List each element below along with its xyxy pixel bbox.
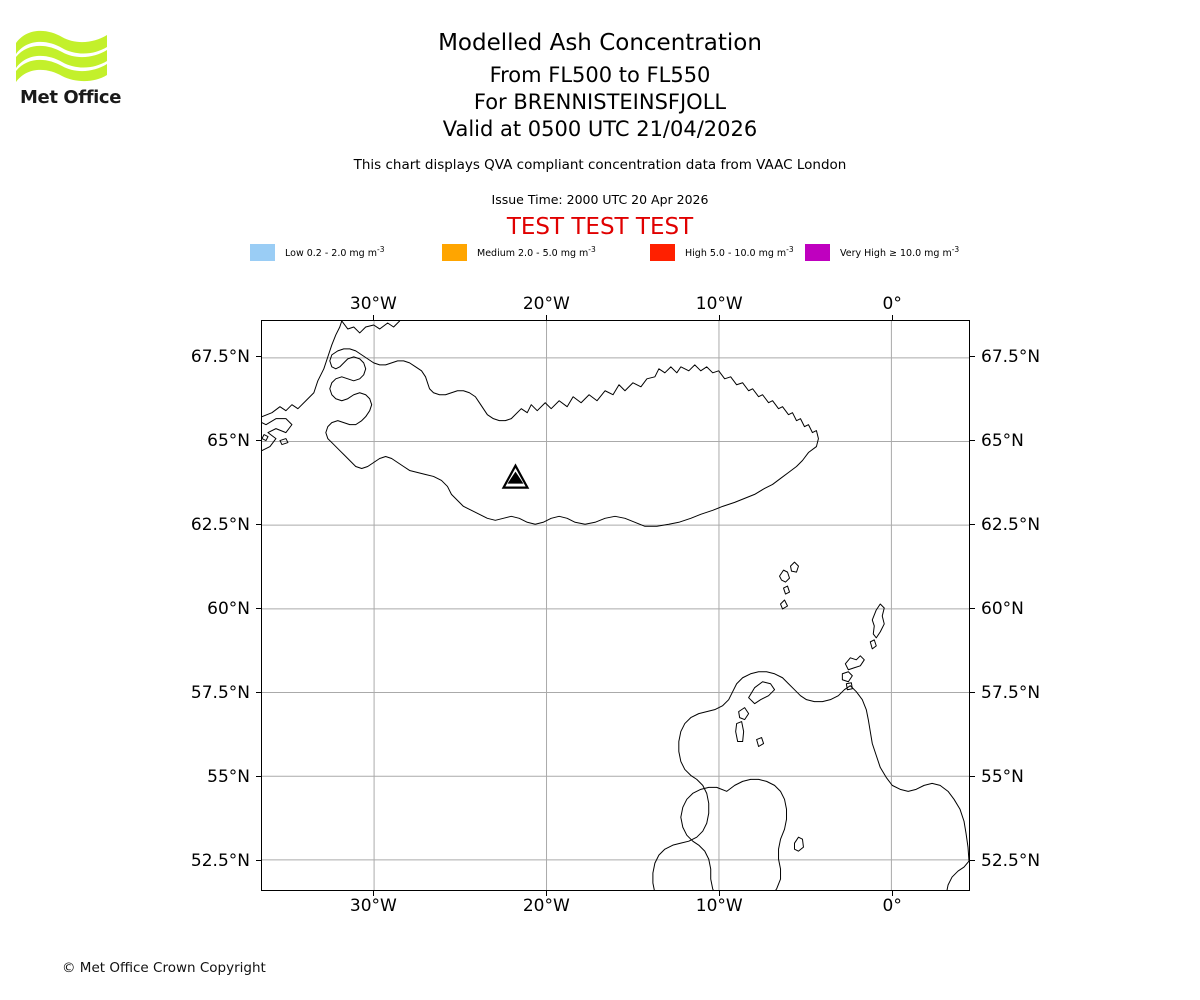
lat-tick-mark-left (256, 692, 261, 694)
concentration-legend: Low 0.2 - 2.0 mg m-3 Medium 2.0 - 5.0 mg … (250, 242, 990, 262)
lon-tick-label-top: 30°W (349, 294, 397, 314)
coastlines (262, 321, 969, 890)
lat-tick-label-left: 52.5°N (190, 850, 250, 871)
coastline-orkney-a (844, 655, 865, 671)
valid-time-subtitle: Valid at 0500 UTC 21/04/2026 (442, 117, 758, 141)
coastline-greenland-islands (262, 418, 293, 452)
lat-tick-mark-left (256, 440, 261, 442)
met-office-logo-text: Met Office (20, 87, 122, 108)
lat-tick-label-right: 57.5°N (981, 682, 1041, 703)
lon-tick-label-bottom: 30°W (349, 896, 397, 916)
map-gridlines (262, 321, 969, 890)
coastline-orkney-b (841, 671, 853, 683)
lon-tick-mark-top (891, 315, 893, 320)
volcano-name-subtitle: For BRENNISTEINSFJOLL (473, 90, 727, 114)
coastline-faroe-b (790, 561, 799, 573)
test-banner: TEST TEST TEST (506, 214, 694, 240)
map-plot-area (261, 320, 970, 891)
issue-time-label: Issue Time: 2000 UTC 20 Apr 2026 (491, 192, 709, 207)
lat-tick-mark-right (970, 356, 975, 358)
lat-tick-label-left: 67.5°N (190, 346, 250, 367)
lon-tick-label-top: 10°W (695, 294, 743, 314)
qva-compliance-note: This chart displays QVA compliant concen… (353, 157, 847, 173)
coastline-ireland (680, 778, 788, 890)
lat-tick-label-right: 67.5°N (981, 346, 1041, 367)
lat-tick-label-left: 57.5°N (190, 682, 250, 703)
coastline-faroe-a (779, 569, 791, 583)
chart-title: Modelled Ash Concentration (438, 30, 762, 56)
coastline-south-uist (735, 721, 745, 743)
legend-swatch-2 (650, 243, 675, 261)
lat-tick-mark-left (256, 608, 261, 610)
lat-tick-label-right: 60°N (981, 598, 1024, 619)
legend-item-3: Very High ≥ 10.0 mg m-3 (805, 242, 959, 262)
coastline-faroe-d (780, 599, 789, 610)
lat-tick-label-left: 55°N (207, 766, 250, 787)
met-office-logo: Met Office (10, 25, 130, 115)
legend-item-1: Medium 2.0 - 5.0 mg m-3 (442, 242, 596, 262)
flight-level-subtitle: From FL500 to FL550 (489, 63, 711, 87)
lat-tick-mark-right (970, 440, 975, 442)
coastline-greenland-north (341, 321, 401, 334)
legend-swatch-0 (250, 243, 275, 261)
lon-tick-label-bottom: 20°W (522, 896, 570, 916)
lat-tick-mark-left (256, 356, 261, 358)
lat-tick-mark-right (970, 524, 975, 526)
legend-label-0: Low 0.2 - 2.0 mg m-3 (285, 244, 385, 260)
lon-tick-label-bottom: 10°W (695, 896, 743, 916)
lat-tick-label-right: 52.5°N (981, 850, 1041, 871)
lat-tick-label-right: 62.5°N (981, 514, 1041, 535)
coastline-faroe-c (783, 585, 791, 595)
lat-tick-mark-right (970, 608, 975, 610)
copyright-footer: © Met Office Crown Copyright (62, 960, 266, 976)
legend-swatch-3 (805, 243, 830, 261)
coastline-greenland-main (262, 321, 343, 418)
lat-tick-mark-left (256, 860, 261, 862)
map-canvas (262, 321, 969, 890)
coastline-lewis-harris (748, 681, 776, 705)
lon-tick-mark-top (718, 315, 720, 320)
lon-tick-label-top: 20°W (522, 294, 570, 314)
lon-tick-label-top: 0° (882, 294, 902, 314)
lon-tick-mark-bottom (372, 891, 374, 896)
coastline-isle-of-man (793, 836, 804, 852)
coastline-great-britain (652, 671, 969, 890)
lat-tick-label-right: 65°N (981, 430, 1024, 451)
lon-tick-mark-bottom (718, 891, 720, 896)
volcano-marker-icon (501, 463, 530, 489)
lon-tick-mark-bottom (891, 891, 893, 896)
lon-tick-mark-bottom (545, 891, 547, 896)
legend-swatch-1 (442, 243, 467, 261)
legend-label-1: Medium 2.0 - 5.0 mg m-3 (477, 244, 596, 260)
lat-tick-label-left: 62.5°N (190, 514, 250, 535)
coastline-greenland-islet-b (279, 438, 289, 446)
lat-tick-mark-left (256, 776, 261, 778)
lon-tick-label-bottom: 0° (882, 896, 902, 916)
coastline-shetland-south (869, 639, 877, 650)
coastline-north-uist (738, 707, 750, 721)
coastline-greenland-islet-a (262, 434, 269, 442)
lat-tick-mark-right (970, 776, 975, 778)
lat-tick-mark-right (970, 860, 975, 862)
lat-tick-mark-right (970, 692, 975, 694)
legend-label-2: High 5.0 - 10.0 mg m-3 (685, 244, 794, 260)
lat-tick-mark-left (256, 524, 261, 526)
coastline-shetland (871, 603, 885, 639)
lat-tick-label-left: 60°N (207, 598, 250, 619)
lat-tick-label-left: 65°N (207, 430, 250, 451)
legend-item-2: High 5.0 - 10.0 mg m-3 (650, 242, 794, 262)
lon-tick-mark-top (545, 315, 547, 320)
legend-label-3: Very High ≥ 10.0 mg m-3 (840, 244, 960, 260)
coastline-iceland (325, 348, 819, 527)
met-office-wave-icon (16, 30, 107, 82)
lat-tick-label-right: 55°N (981, 766, 1024, 787)
coastline-tiree (756, 737, 765, 748)
legend-item-0: Low 0.2 - 2.0 mg m-3 (250, 242, 384, 262)
lon-tick-mark-top (372, 315, 374, 320)
